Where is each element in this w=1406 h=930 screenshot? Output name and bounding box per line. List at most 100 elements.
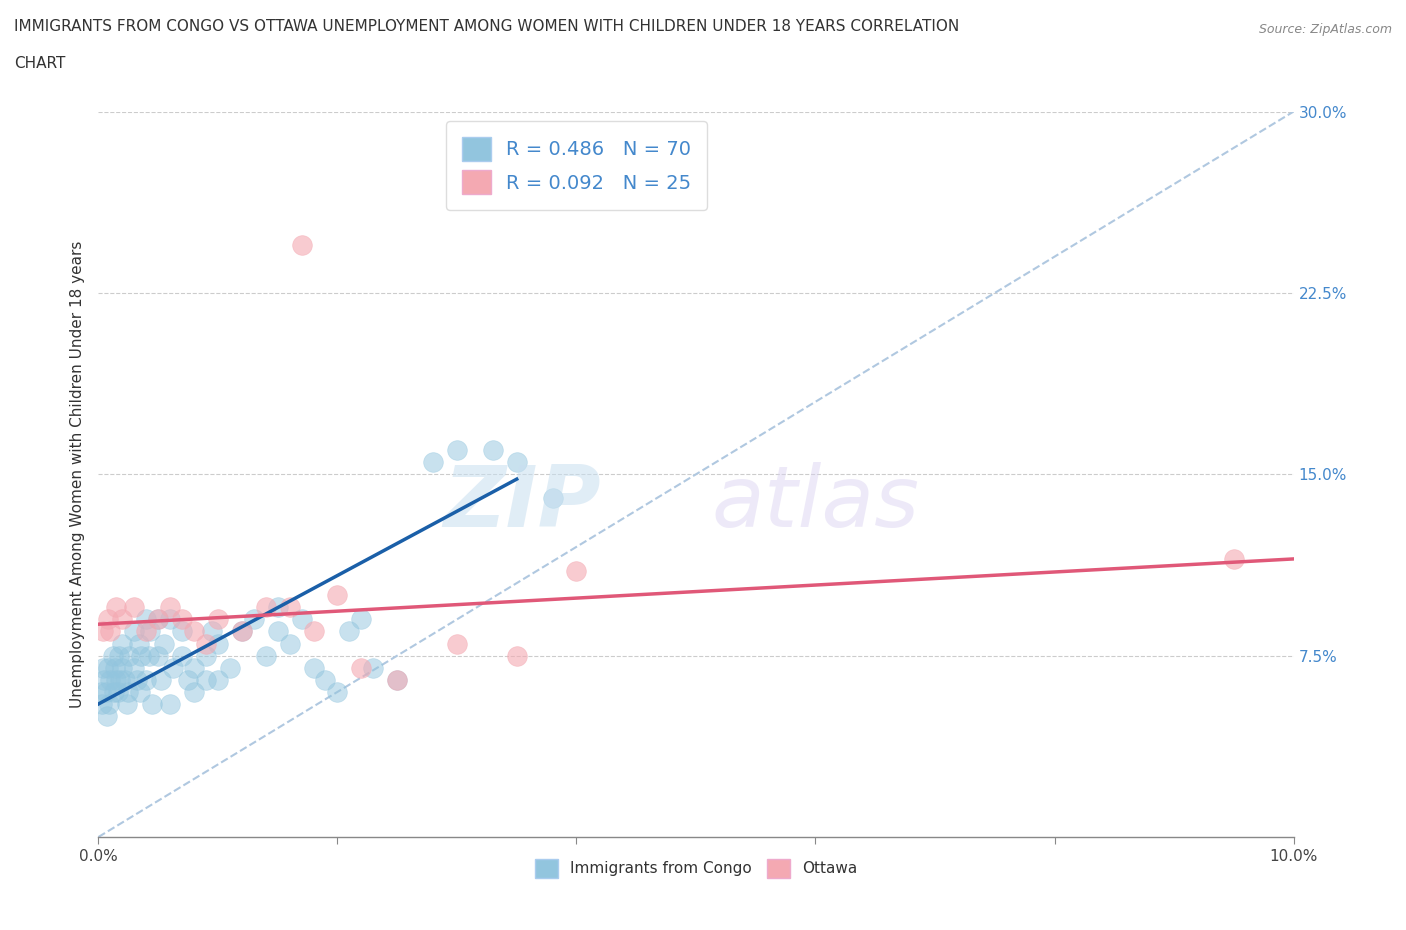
Point: [541, 491, 564, 506]
Point: [183, 624, 205, 639]
Point: [291, 612, 314, 627]
Point: [98, 697, 121, 711]
Text: Source: ZipAtlas.com: Source: ZipAtlas.com: [1258, 23, 1392, 36]
Point: [114, 672, 136, 687]
Point: [159, 697, 181, 711]
Point: [195, 648, 218, 663]
Point: [278, 636, 301, 651]
Point: [172, 648, 194, 663]
Point: [326, 588, 349, 603]
Point: [159, 612, 181, 627]
Point: [135, 624, 157, 639]
Text: IMMIGRANTS FROM CONGO VS OTTAWA UNEMPLOYMENT AMONG WOMEN WITH CHILDREN UNDER 18 : IMMIGRANTS FROM CONGO VS OTTAWA UNEMPLOY…: [14, 19, 959, 33]
Point: [159, 600, 181, 615]
Point: [183, 684, 205, 699]
Point: [278, 600, 301, 615]
Point: [107, 648, 129, 663]
Text: CHART: CHART: [14, 56, 66, 71]
Point: [97, 660, 120, 675]
Point: [172, 612, 194, 627]
Point: [201, 624, 224, 639]
Point: [135, 612, 157, 627]
Point: [148, 648, 170, 663]
Point: [267, 624, 290, 639]
Point: [195, 636, 218, 651]
Point: [1223, 551, 1246, 566]
Point: [138, 648, 160, 663]
Point: [98, 624, 122, 639]
Point: [139, 624, 162, 639]
Point: [162, 660, 184, 675]
Point: [254, 648, 277, 663]
Point: [124, 660, 146, 675]
Point: [148, 612, 170, 627]
Point: [105, 672, 128, 687]
Point: [97, 612, 120, 627]
Point: [111, 660, 134, 675]
Point: [350, 660, 373, 675]
Point: [254, 600, 277, 615]
Point: [446, 636, 468, 651]
Point: [231, 624, 253, 639]
Point: [315, 672, 337, 687]
Point: [105, 600, 128, 615]
Point: [115, 697, 138, 711]
Point: [350, 612, 373, 627]
Text: ZIP: ZIP: [443, 462, 600, 545]
Point: [219, 660, 242, 675]
Point: [131, 648, 153, 663]
Point: [565, 564, 588, 578]
Point: [267, 600, 290, 615]
Point: [385, 672, 409, 687]
Point: [207, 612, 229, 627]
Point: [302, 660, 325, 675]
Text: atlas: atlas: [711, 462, 920, 545]
Point: [148, 612, 170, 627]
Point: [93, 672, 115, 687]
Point: [385, 672, 409, 687]
Point: [124, 600, 146, 615]
Point: [94, 684, 117, 699]
Point: [111, 636, 134, 651]
Point: [207, 636, 229, 651]
Point: [101, 648, 124, 663]
Point: [243, 612, 266, 627]
Point: [103, 684, 125, 699]
Point: [195, 672, 218, 687]
Point: [207, 672, 229, 687]
Point: [506, 648, 529, 663]
Point: [98, 672, 122, 687]
Point: [177, 672, 200, 687]
Point: [129, 684, 152, 699]
Point: [141, 697, 163, 711]
Point: [153, 636, 176, 651]
Point: [326, 684, 349, 699]
Point: [91, 697, 114, 711]
Point: [111, 612, 134, 627]
Point: [172, 624, 194, 639]
Point: [422, 455, 444, 470]
Y-axis label: Unemployment Among Women with Children Under 18 years: Unemployment Among Women with Children U…: [70, 241, 86, 708]
Point: [149, 672, 172, 687]
Point: [183, 660, 205, 675]
Point: [117, 684, 139, 699]
Legend: Immigrants from Congo, Ottawa: Immigrants from Congo, Ottawa: [529, 853, 863, 884]
Point: [231, 624, 253, 639]
Point: [124, 624, 146, 639]
Point: [90, 684, 112, 699]
Point: [135, 672, 157, 687]
Point: [108, 672, 131, 687]
Point: [339, 624, 361, 639]
Point: [446, 443, 468, 458]
Point: [482, 443, 505, 458]
Point: [302, 624, 325, 639]
Point: [291, 237, 314, 252]
Point: [96, 709, 118, 724]
Point: [91, 660, 114, 675]
Point: [363, 660, 385, 675]
Point: [91, 624, 114, 639]
Point: [104, 660, 127, 675]
Point: [118, 648, 141, 663]
Point: [125, 672, 148, 687]
Point: [107, 684, 129, 699]
